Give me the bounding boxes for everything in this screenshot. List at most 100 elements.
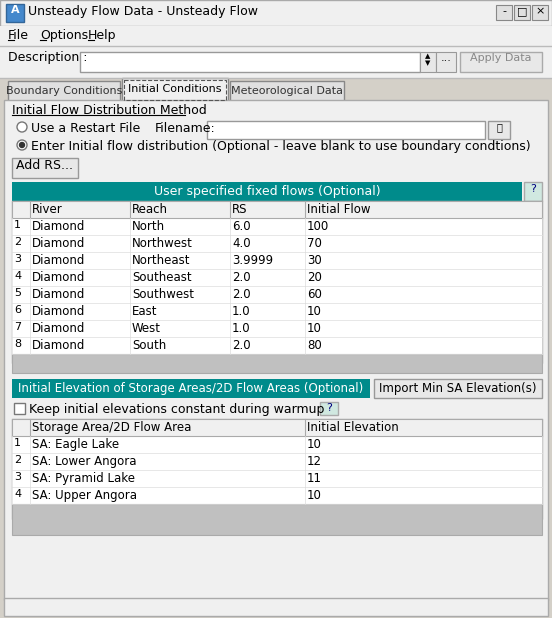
Bar [122,100,228,102]
Text: SA: Lower Angora: SA: Lower Angora [32,455,136,468]
Bar [532,5,548,20]
Text: 100: 100 [307,220,329,233]
Text: 8: 8 [14,339,21,349]
Bar [524,182,542,201]
Bar [12,379,370,398]
Text: 10: 10 [307,322,322,335]
Bar [12,201,542,363]
Text: A: A [10,5,19,15]
Text: 80: 80 [307,339,322,352]
Bar [0,26,552,46]
Text: ...: ... [440,53,452,63]
Text: Options: Options [40,29,88,42]
Text: Keep initial elevations constant during warmup: Keep initial elevations constant during … [29,403,325,416]
Text: 5: 5 [14,288,21,298]
Text: SA: Pyramid Lake: SA: Pyramid Lake [32,472,135,485]
Text: 30: 30 [307,254,322,267]
Text: Meteorological Data: Meteorological Data [231,86,343,96]
Bar [12,303,542,320]
Text: Reach: Reach [132,203,168,216]
Bar [12,419,542,519]
Text: ?: ? [326,403,332,413]
Text: Diamond: Diamond [32,322,86,335]
Bar [6,4,24,22]
Bar [0,46,552,78]
Bar [124,80,226,100]
Text: -: - [502,6,506,16]
Text: Help: Help [88,29,116,42]
Text: 10: 10 [307,305,322,318]
Text: Diamond: Diamond [32,254,86,267]
Text: SA: Upper Angora: SA: Upper Angora [32,489,137,502]
Text: 10: 10 [307,438,322,451]
Text: Diamond: Diamond [32,305,86,318]
Text: 20: 20 [307,271,322,284]
Bar [420,52,436,72]
Text: ?: ? [530,184,536,194]
Text: Description :: Description : [8,51,88,64]
Text: 2: 2 [14,237,21,247]
Bar [12,419,542,436]
Text: West: West [132,322,161,335]
Text: 12: 12 [307,455,322,468]
Bar [12,504,542,535]
Bar [4,598,548,616]
Text: 2.0: 2.0 [232,288,251,301]
Text: 6: 6 [14,305,21,315]
Text: 1: 1 [14,220,21,230]
Text: South: South [132,339,166,352]
Text: 1.0: 1.0 [232,305,251,318]
Text: ×: × [535,6,545,16]
Text: □: □ [517,6,527,16]
Text: Storage Area/2D Flow Area: Storage Area/2D Flow Area [32,421,192,434]
Text: 60: 60 [307,288,322,301]
Bar [12,436,542,453]
Bar [8,81,120,102]
Bar [207,121,485,139]
Text: 3: 3 [14,254,21,264]
Text: North: North [132,220,165,233]
Bar [12,337,542,354]
Text: Boundary Conditions: Boundary Conditions [6,86,122,96]
Bar [514,5,530,20]
Bar [12,182,522,201]
Text: 3.9999: 3.9999 [232,254,273,267]
Circle shape [19,143,24,148]
Text: Initial Flow Distribution Method: Initial Flow Distribution Method [12,104,207,117]
Bar [12,286,542,303]
Bar [12,158,78,178]
Bar [12,453,542,470]
Text: Import Min SA Elevation(s): Import Min SA Elevation(s) [379,382,537,395]
Text: Apply Data: Apply Data [470,53,532,63]
Bar [12,235,542,252]
Text: 4.0: 4.0 [232,237,251,250]
Text: 1: 1 [14,438,21,448]
Text: Diamond: Diamond [32,220,86,233]
Bar [4,100,548,600]
Bar [0,0,552,26]
Bar [12,218,542,235]
Text: Diamond: Diamond [32,339,86,352]
Text: Enter Initial flow distribution (Optional - leave blank to use boundary condtion: Enter Initial flow distribution (Optiona… [31,140,530,153]
Text: Diamond: Diamond [32,237,86,250]
Text: Initial Flow: Initial Flow [307,203,370,216]
Text: 10: 10 [307,489,322,502]
Text: Northeast: Northeast [132,254,190,267]
Bar [12,470,542,487]
Text: 4: 4 [14,271,21,281]
Bar [488,121,510,139]
Text: ▼: ▼ [425,60,431,66]
Text: 6.0: 6.0 [232,220,251,233]
Bar [14,403,25,414]
Text: User specified fixed flows (Optional): User specified fixed flows (Optional) [153,185,380,198]
Text: ▲: ▲ [425,53,431,59]
Text: Add RS...: Add RS... [17,159,73,172]
Bar [460,52,542,72]
Text: Southeast: Southeast [132,271,192,284]
Text: 2.0: 2.0 [232,271,251,284]
Text: Use a Restart File: Use a Restart File [31,122,140,135]
Bar [374,379,542,398]
Circle shape [17,122,27,132]
Text: 2: 2 [14,455,21,465]
Bar [12,269,542,286]
